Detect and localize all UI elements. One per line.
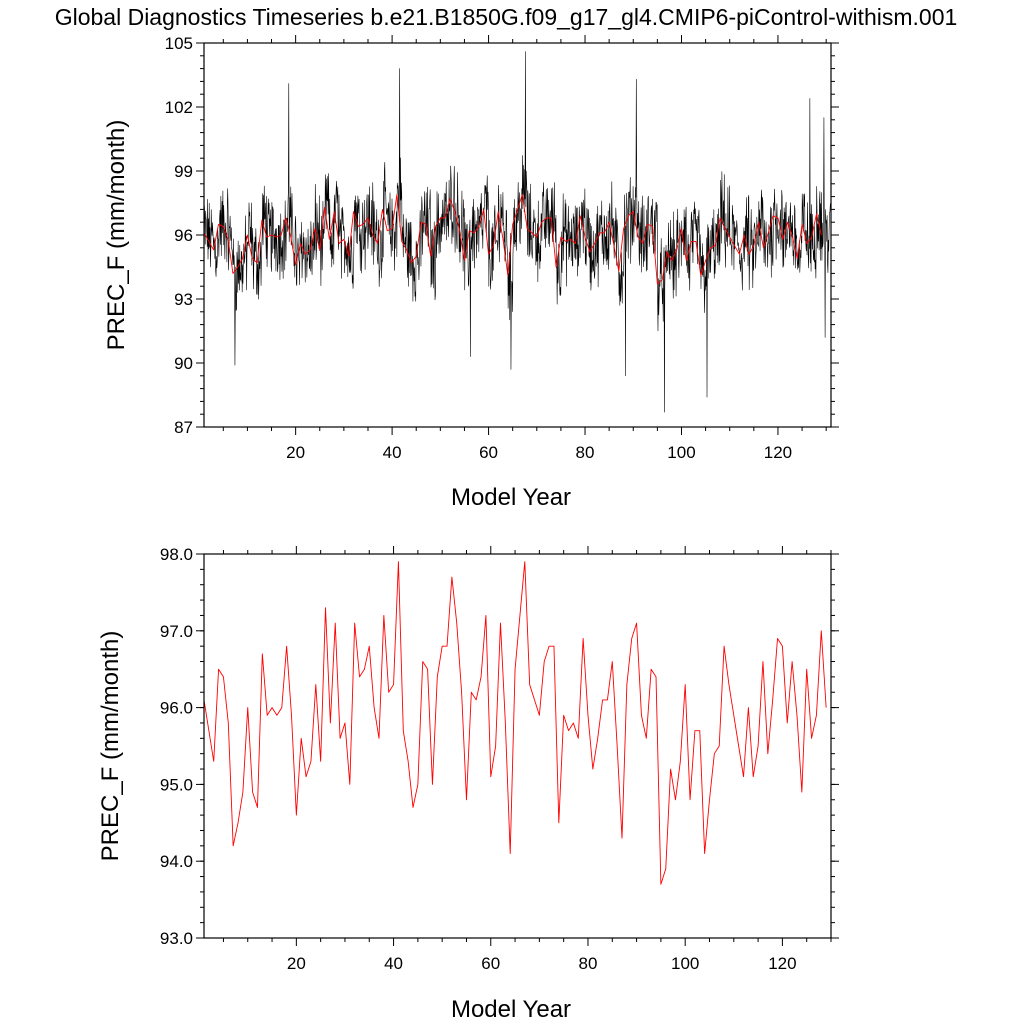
figure-title: Global Diagnostics Timeseries b.e21.B185… [55, 4, 958, 30]
x-tick-label: 60 [481, 954, 500, 973]
y-tick-label: 94.0 [160, 852, 193, 871]
y-tick-label: 93 [174, 290, 193, 309]
y-tick-label: 95.0 [160, 775, 193, 794]
y-tick-label: 93.0 [160, 929, 193, 948]
y-tick-label: 96 [174, 226, 193, 245]
panel-annual-timeseries: 20 40 60 80 100 120 93.0 94.0 95.0 96.0 97.0 98.0 P… [97, 545, 839, 1023]
x-tick-label: 100 [671, 954, 699, 973]
x-tick-label: 20 [286, 443, 305, 462]
series-line-monthly [204, 51, 831, 413]
series-line-annual [204, 194, 822, 285]
panel-monthly-timeseries: 20 40 60 80 100 120 87 90 93 96 99 102 105 PREC_F (m… [103, 34, 839, 511]
x-tick-label: 80 [579, 954, 598, 973]
x-tick-label: 40 [383, 443, 402, 462]
y-tick-label: 98.0 [160, 545, 193, 564]
x-tick-label: 80 [576, 443, 595, 462]
y-axis-label: PREC_F (mm/month) [97, 631, 124, 862]
series-line-annual [204, 561, 827, 885]
plot-frame [203, 42, 832, 428]
x-axis-label: Model Year [451, 484, 571, 511]
x-axis-label: Model Year [451, 996, 571, 1023]
y-axis-label: PREC_F (mm/month) [103, 120, 130, 351]
y-tick-label: 99 [174, 162, 193, 181]
y-tick-label: 105 [165, 34, 193, 53]
y-tick-label: 102 [165, 98, 193, 117]
x-tick-label: 120 [764, 443, 792, 462]
y-tick-label: 96.0 [160, 699, 193, 718]
y-tick-label: 90 [174, 354, 193, 373]
x-tick-label: 60 [479, 443, 498, 462]
y-tick-label: 97.0 [160, 622, 193, 641]
x-tick-label: 100 [667, 443, 695, 462]
x-tick-label: 20 [287, 954, 306, 973]
x-tick-label: 120 [768, 954, 796, 973]
plot-frame [203, 553, 832, 939]
x-tick-label: 40 [384, 954, 403, 973]
y-tick-label: 87 [174, 418, 193, 437]
